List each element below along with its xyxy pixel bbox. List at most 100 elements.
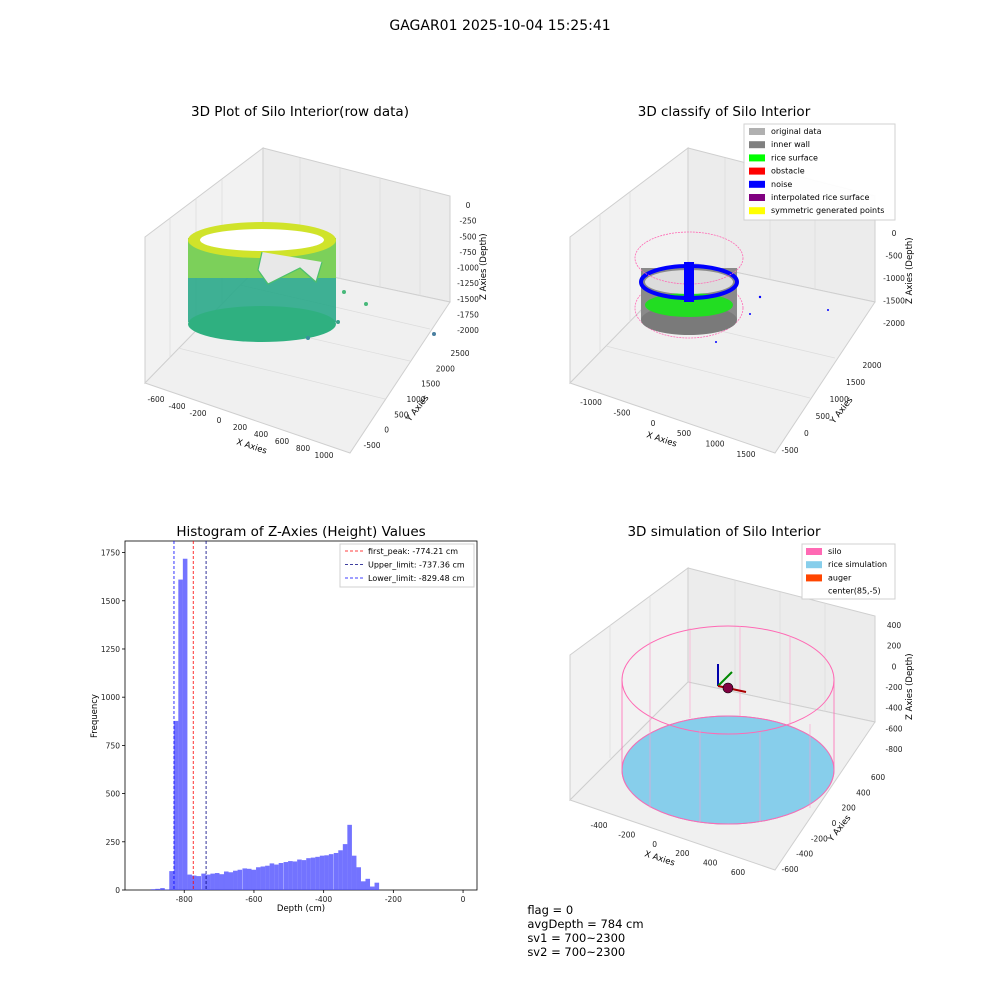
y-tick-label: 0 — [384, 426, 389, 435]
legend-entry: inner wall — [771, 140, 810, 149]
legend-entry: silo — [828, 547, 842, 556]
z-tick-label: -1250 — [457, 279, 479, 288]
status-sv1: sv1 = 700~2300 — [527, 931, 626, 945]
y-tick-label: 1500 — [846, 378, 865, 387]
legend-entry: Lower_limit: -829.48 cm — [368, 574, 465, 583]
histogram-bar — [351, 855, 357, 890]
y-tick-label: -500 — [363, 441, 380, 450]
histogram-bar — [214, 873, 220, 890]
x-tick-label: -800 — [176, 895, 193, 904]
histogram-bar — [265, 865, 270, 890]
histogram-x-ticks: -800 -600 -400 -200 0 — [176, 890, 466, 904]
histogram-bar — [233, 870, 238, 890]
x-tick-label: -400 — [590, 821, 607, 830]
y-tick-label: 400 — [856, 788, 871, 797]
histogram-bar — [260, 866, 266, 890]
y-tick-label: -500 — [781, 446, 798, 455]
histogram-bar — [292, 861, 298, 890]
legend-swatch — [749, 154, 765, 162]
y-tick-label: -200 — [811, 834, 828, 843]
histogram-bar — [370, 886, 375, 890]
histogram-bars — [150, 558, 380, 890]
histogram-bar — [173, 720, 179, 890]
y-tick-label: 500 — [816, 412, 831, 421]
y-tick-label: 0 — [115, 886, 120, 895]
status-avg-depth: avgDepth = 784 cm — [527, 917, 644, 931]
x-tick-label: -200 — [385, 895, 402, 904]
panel-histogram: Histogram of Z-Axies (Height) Values -80… — [90, 524, 478, 914]
panel4-legend: silo rice simulation auger center(85,-5) — [801, 543, 896, 600]
histogram-bar — [187, 874, 192, 890]
legend-entry: obstacle — [771, 167, 805, 176]
z-tick-label: -500 — [459, 232, 476, 241]
histogram-bar — [178, 579, 183, 890]
legend-entry: original data — [771, 127, 822, 136]
histogram-bar — [274, 864, 279, 890]
y-tick-label: 1000 — [101, 693, 120, 702]
z-tick-label: -1000 — [457, 264, 479, 273]
histogram-bar — [210, 873, 215, 890]
y-tick-label: 1000 — [830, 395, 849, 404]
legend-entry: symmetric generated points — [771, 206, 884, 215]
silo-ring-classified — [634, 231, 829, 343]
x-tick-label: 1000 — [705, 440, 724, 449]
x-tick-label: 800 — [296, 444, 311, 453]
legend-entry: rice simulation — [828, 560, 887, 569]
histogram-bar — [342, 844, 348, 890]
legend-entry: first_peak: -774.21 cm — [368, 547, 458, 556]
histogram-bar — [256, 867, 261, 890]
z-tick-label: -1750 — [457, 310, 479, 319]
legend-swatch — [749, 194, 765, 201]
x-tick-label: 400 — [703, 859, 718, 868]
histogram-bar — [223, 871, 229, 890]
x-tick-label: 1000 — [314, 451, 333, 460]
histogram-bar — [155, 888, 160, 890]
histogram-bar — [251, 869, 257, 890]
histogram-bar — [269, 863, 275, 890]
z-tick-label: -600 — [885, 724, 902, 733]
z-tick-label: 0 — [892, 229, 897, 238]
x-tick-label: -200 — [618, 830, 635, 839]
panel2-z-ticks: 0 -500 -1000 -1500 -2000 — [883, 229, 905, 328]
y-tick-label: 2500 — [450, 349, 469, 358]
panel4-ylabel: Y Axies — [826, 813, 854, 845]
y-tick-label: 1500 — [101, 597, 120, 606]
silo-simulation — [621, 625, 835, 825]
panel2-title: 3D classify of Silo Interior — [638, 104, 811, 120]
x-tick-label: 0 — [651, 419, 656, 428]
x-tick-label: -400 — [168, 402, 185, 411]
histogram-threshold-lines — [173, 541, 207, 890]
panel3-title: Histogram of Z-Axies (Height) Values — [176, 524, 425, 540]
x-tick-label: 600 — [731, 868, 746, 877]
histogram-bar — [160, 888, 165, 890]
legend-swatch — [806, 574, 822, 582]
histogram-bar — [191, 875, 197, 890]
panel2-zlabel: Z Axies (Depth) — [905, 237, 915, 304]
histogram-bar — [288, 861, 293, 890]
histogram-bar — [328, 854, 334, 890]
histogram-bar — [297, 859, 302, 890]
histogram-bar — [219, 874, 225, 890]
z-tick-label: -1000 — [883, 274, 905, 283]
x-tick-label: 600 — [275, 437, 290, 446]
panel4-zlabel: Z Axies (Depth) — [905, 653, 915, 720]
panel2-x-ticks: -1000 -500 0 500 1000 1500 — [580, 398, 756, 459]
z-tick-label: 400 — [887, 621, 902, 630]
y-tick-label: 750 — [106, 741, 121, 750]
histogram-bar — [319, 855, 325, 890]
y-tick-label: 2000 — [436, 364, 455, 373]
histogram-bar — [356, 867, 361, 890]
y-tick-label: -400 — [796, 850, 813, 859]
histogram-bar — [301, 860, 307, 890]
y-tick-label: 1500 — [421, 380, 440, 389]
z-tick-label: -1500 — [883, 297, 905, 306]
histogram-bar — [365, 878, 371, 890]
legend-swatch — [806, 561, 822, 569]
x-tick-label: 1500 — [736, 450, 755, 459]
y-tick-label: 1250 — [101, 645, 120, 654]
x-tick-label: 0 — [652, 840, 657, 849]
panel1-y-ticks: -500 0 500 1000 1500 2000 2500 — [363, 349, 469, 450]
histogram-bar — [315, 856, 320, 890]
histogram-bar — [228, 872, 234, 890]
